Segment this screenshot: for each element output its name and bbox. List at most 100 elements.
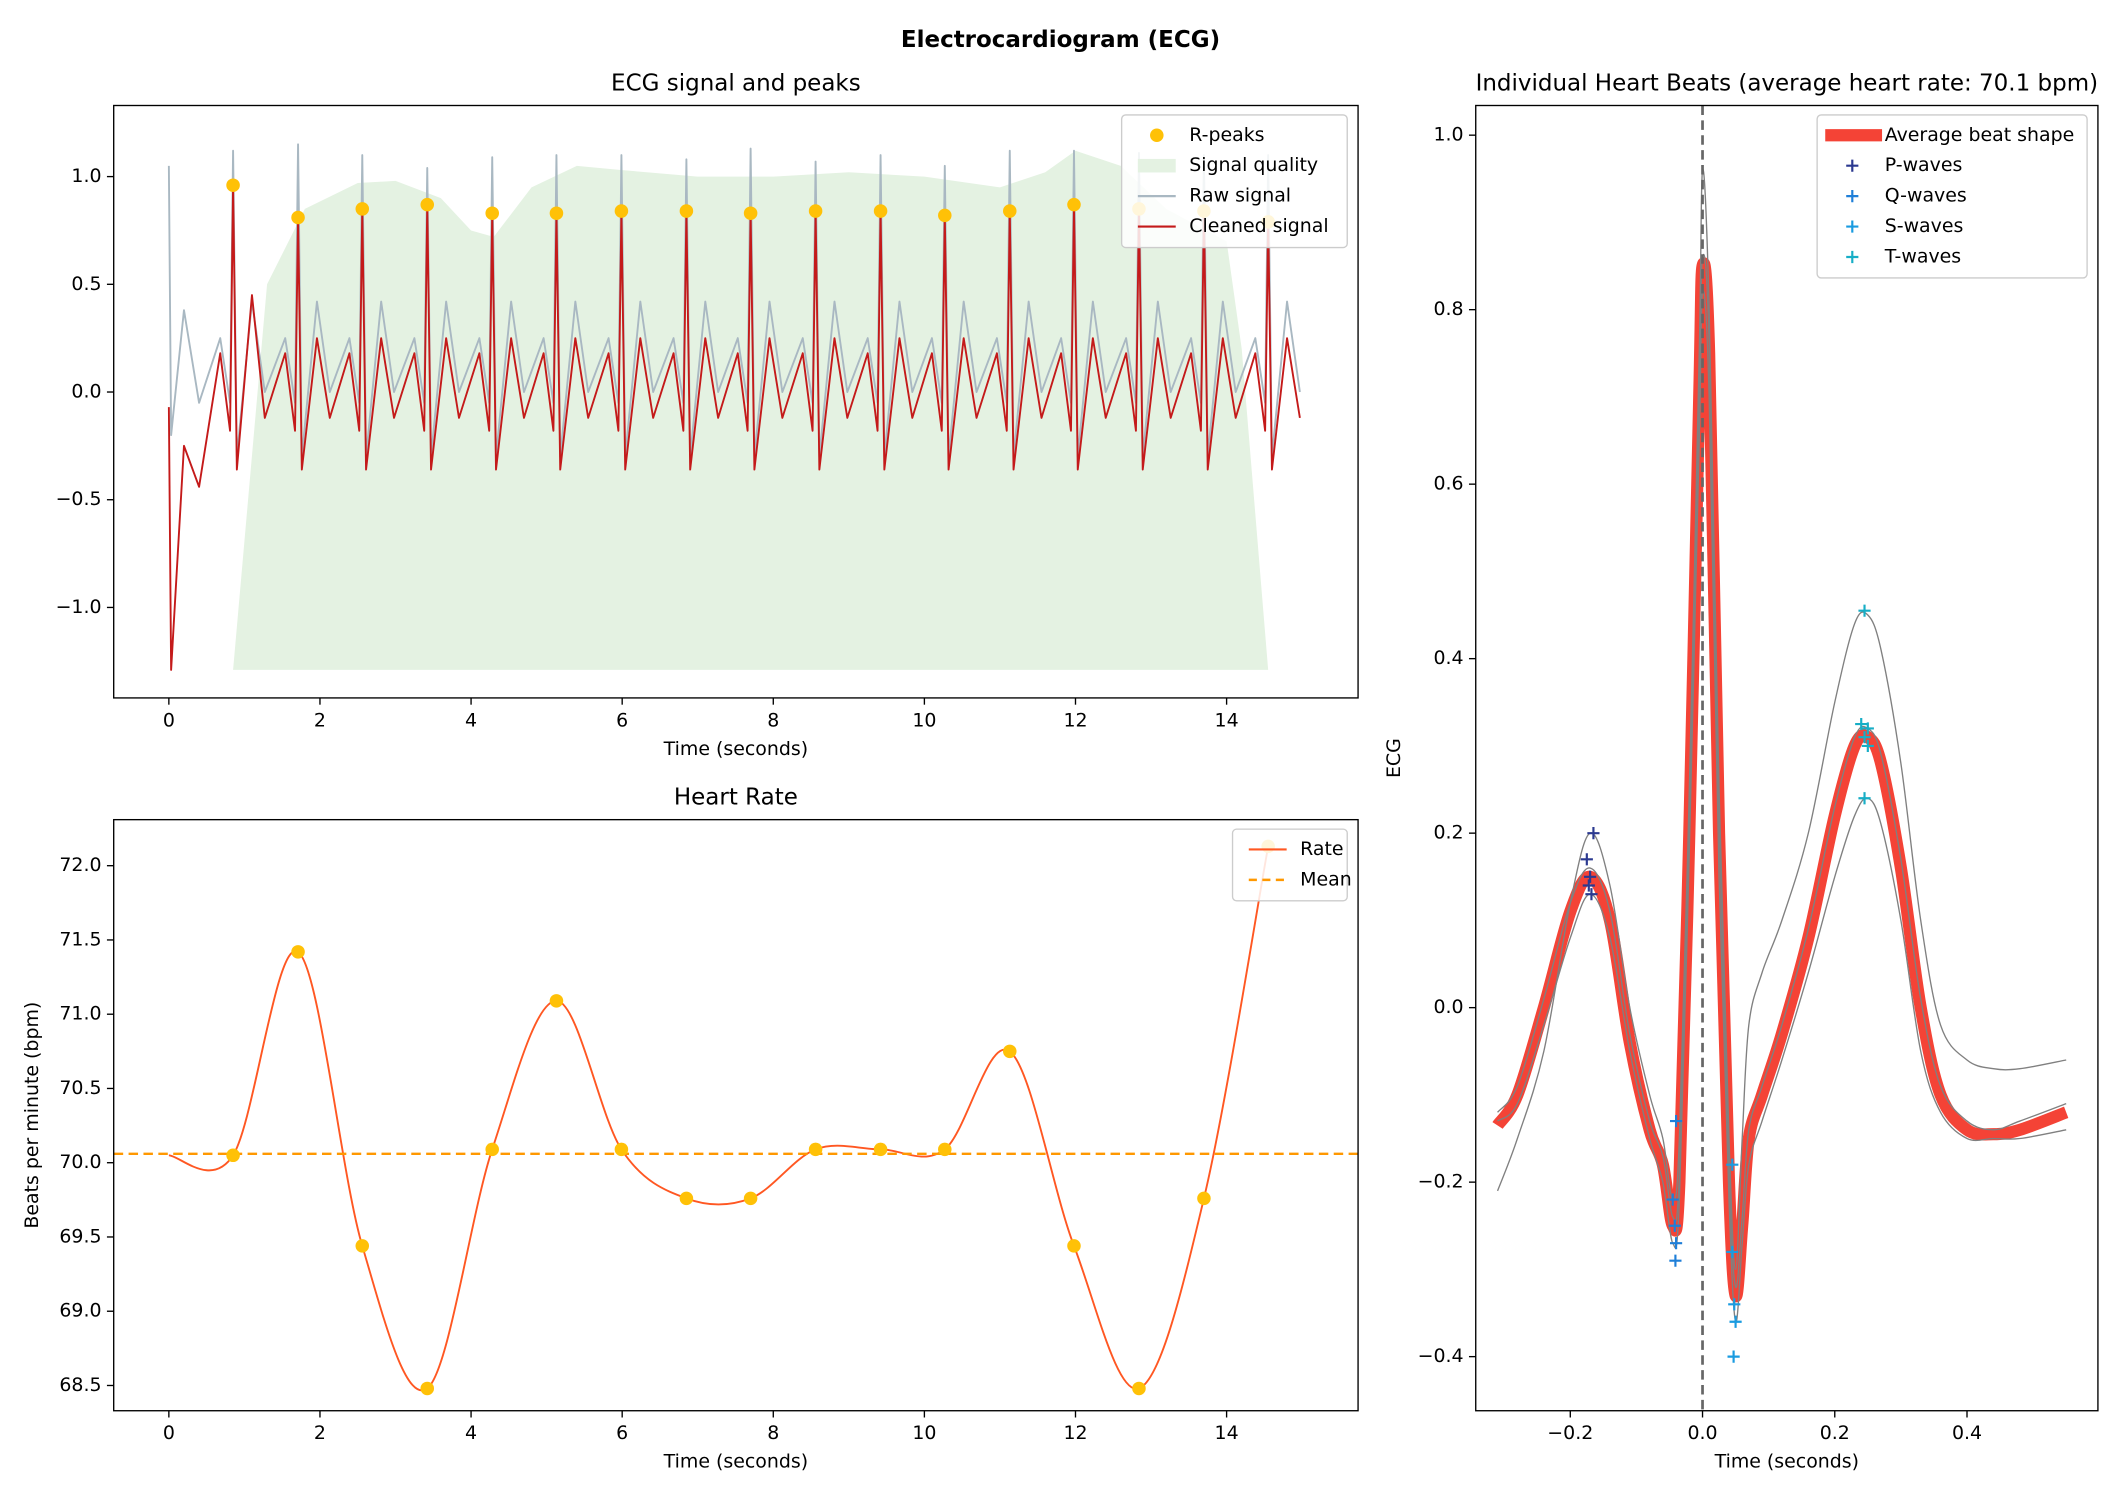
axes-frame [1475,104,2099,1412]
legend-marker [1846,220,1859,233]
x-tick-label: 10 [912,1422,936,1444]
chart-title: Heart Rate [674,785,798,811]
legend: Rate Mean [1231,828,1352,902]
wave-marker [1726,1158,1739,1171]
x-tick-label: 0 [163,709,175,731]
legend-label: R-peaks [1189,124,1264,146]
x-tick-label: −0.2 [1547,1422,1593,1444]
legend-marker [1137,158,1176,173]
peak-dot [808,1142,823,1157]
legend-label: Raw signal [1189,185,1291,207]
legend-marker [1846,250,1859,264]
peak-dot [291,210,305,225]
legend: R-peaks Signal quality Raw signal Cleaned s… [1120,114,1348,249]
peak-dot [549,994,564,1008]
x-tick-label: 8 [767,709,779,731]
figure-title: Electrocardiogram (ECG) [901,27,1220,53]
wave-marker [1861,739,1874,752]
axes-frame [113,104,1359,699]
y-axis-label: Beats per minute (bpm) [21,1002,43,1229]
y-tick-label: 0.2 [1433,822,1463,844]
x-tick-label: 6 [616,1422,628,1444]
legend-box [1231,828,1348,902]
x-tick-label: 0.4 [1952,1422,1982,1444]
x-tick-label: 12 [1063,709,1087,731]
x-tick-label: 4 [465,709,477,731]
y-tick-label: 70.5 [59,1077,101,1099]
axes-frame [113,818,1359,1412]
chart-title: ECG signal and peaks [611,70,861,96]
wave-marker [1861,722,1874,735]
x-axis-label: Time (seconds) [663,738,808,760]
x-tick-label: 8 [767,1422,779,1444]
wave-marker [1858,604,1871,617]
peak-dot [808,204,823,218]
y-tick-label: 0.4 [1433,647,1463,669]
wave-marker [1580,853,1593,866]
legend: Average beat shape P-waves Q-waves S-waves T… [1816,114,2088,279]
y-axis-label: ECG [1383,738,1405,778]
wave-marker [1855,718,1868,731]
peak-dot [938,208,952,223]
peak-dot [485,1142,499,1157]
wave-marker [1587,827,1600,840]
peak-dot [1197,1191,1211,1206]
x-tick-label: 10 [912,709,936,731]
beat-line [1497,290,2067,1323]
legend-label: Mean [1300,868,1352,890]
peak-dot [1067,197,1081,212]
legend-label: T-waves [1884,245,1961,267]
legend-label: P-waves [1885,154,1963,176]
peak-dot [743,206,758,220]
peak-dot [873,1142,888,1157]
x-tick-label: 2 [314,1422,326,1444]
wave-marker [1582,879,1595,892]
chart-title: Individual Heart Beats (average heart ra… [1476,70,2099,96]
peak-dot [1003,204,1017,218]
beat-line [1497,253,2067,1289]
y-tick-label: 0.8 [1433,298,1463,320]
x-tick-label: 12 [1063,1422,1087,1444]
y-tick-label: 0.0 [1433,996,1463,1018]
wave-marker [1669,1254,1682,1267]
wave-marker [1585,888,1598,901]
x-tick-label: 0 [163,1422,175,1444]
wave-marker [1729,1315,1742,1328]
y-tick-label: −0.4 [1418,1345,1464,1367]
peak-dot [355,1239,370,1253]
wave-marker [1727,1350,1740,1363]
y-tick-label: −0.2 [1418,1171,1464,1193]
x-tick-label: 14 [1215,709,1239,731]
peak-dot [1132,1381,1146,1396]
x-axis-label: Time (seconds) [663,1451,808,1473]
x-tick-label: 2 [314,709,326,731]
peak-dot [226,1148,240,1163]
peak-dot [1067,1239,1081,1253]
y-tick-label: 71.0 [59,1003,101,1025]
wave-marker [1669,1237,1683,1250]
x-axis-label: Time (seconds) [1714,1451,1859,1473]
wave-marker [1668,1219,1681,1232]
x-tick-label: 14 [1215,1422,1239,1444]
peak-dot [614,204,629,218]
legend-box [1120,114,1348,249]
peak-dot [549,206,564,220]
y-tick-label: 0.6 [1433,473,1463,495]
wave-marker [1726,1245,1739,1259]
y-tick-label: 1.0 [71,165,101,187]
peak-dot [420,197,435,212]
wave-marker [1858,731,1871,744]
y-tick-label: 69.5 [59,1225,101,1247]
peak-dot [355,202,370,216]
peak-dot [679,204,694,218]
wave-marker [1858,792,1871,805]
y-tick-label: 72.0 [59,854,101,876]
plot-area [1492,105,2069,1411]
peak-dot [873,204,888,218]
peak-dot [938,1142,952,1157]
legend-label: Average beat shape [1885,124,2074,146]
y-tick-label: −0.5 [56,488,102,510]
y-tick-label: 0.0 [71,381,101,403]
